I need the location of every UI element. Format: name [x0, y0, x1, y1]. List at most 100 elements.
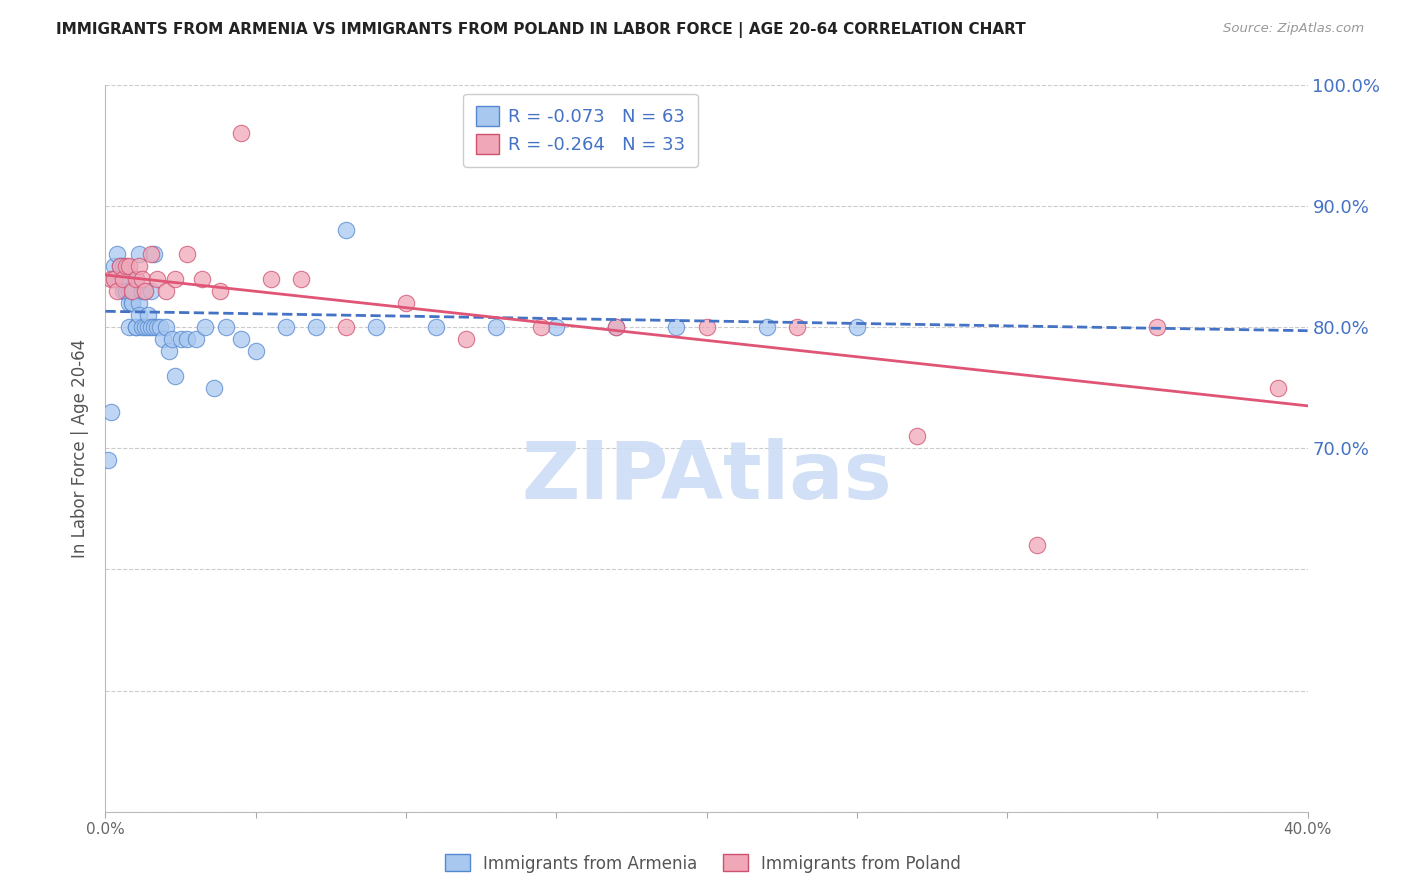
Point — [184, 332, 207, 346]
Point — [454, 332, 477, 346]
Point — [194, 320, 217, 334]
Point — [103, 271, 125, 285]
Point — [107, 247, 129, 261]
Point — [139, 320, 162, 334]
Point — [155, 320, 177, 334]
Point — [1267, 381, 1289, 395]
Point — [202, 381, 225, 395]
Point — [124, 271, 146, 285]
Legend: Immigrants from Armenia, Immigrants from Poland: Immigrants from Armenia, Immigrants from… — [439, 847, 967, 880]
Point — [112, 260, 135, 274]
Point — [124, 320, 146, 334]
Point — [364, 320, 387, 334]
Point — [121, 284, 143, 298]
Point — [157, 344, 180, 359]
Point — [665, 320, 688, 334]
Point — [100, 405, 122, 419]
Point — [605, 320, 627, 334]
Point — [176, 247, 198, 261]
Point — [142, 320, 165, 334]
Point — [148, 320, 170, 334]
Text: Source: ZipAtlas.com: Source: ZipAtlas.com — [1223, 22, 1364, 36]
Point — [1146, 320, 1168, 334]
Point — [335, 320, 357, 334]
Point — [176, 332, 198, 346]
Point — [115, 284, 138, 298]
Point — [118, 284, 141, 298]
Legend: R = -0.073   N = 63, R = -0.264   N = 33: R = -0.073 N = 63, R = -0.264 N = 33 — [463, 94, 697, 167]
Point — [605, 320, 627, 334]
Point — [136, 320, 159, 334]
Point — [115, 284, 138, 298]
Point — [274, 320, 297, 334]
Point — [128, 260, 150, 274]
Point — [163, 368, 186, 383]
Point — [335, 223, 357, 237]
Point — [128, 247, 150, 261]
Point — [786, 320, 808, 334]
Point — [128, 308, 150, 322]
Point — [134, 284, 156, 298]
Point — [110, 271, 132, 285]
Point — [124, 271, 146, 285]
Point — [103, 260, 125, 274]
Point — [169, 332, 191, 346]
Point — [128, 296, 150, 310]
Point — [115, 260, 138, 274]
Point — [107, 271, 129, 285]
Point — [97, 453, 120, 467]
Point — [214, 320, 236, 334]
Y-axis label: In Labor Force | Age 20-64: In Labor Force | Age 20-64 — [72, 339, 90, 558]
Text: IMMIGRANTS FROM ARMENIA VS IMMIGRANTS FROM POLAND IN LABOR FORCE | AGE 20-64 COR: IMMIGRANTS FROM ARMENIA VS IMMIGRANTS FR… — [56, 22, 1026, 38]
Point — [208, 284, 231, 298]
Point — [121, 284, 143, 298]
Point — [546, 320, 568, 334]
Point — [152, 332, 174, 346]
Point — [112, 271, 135, 285]
Point — [103, 271, 125, 285]
Point — [160, 332, 183, 346]
Point — [107, 284, 129, 298]
Point — [290, 271, 312, 285]
Point — [131, 271, 153, 285]
Point — [134, 320, 156, 334]
Point — [395, 296, 418, 310]
Point — [139, 247, 162, 261]
Point — [112, 284, 135, 298]
Point — [142, 247, 165, 261]
Point — [131, 284, 153, 298]
Point — [260, 271, 283, 285]
Point — [110, 271, 132, 285]
Point — [155, 284, 177, 298]
Point — [121, 296, 143, 310]
Point — [136, 308, 159, 322]
Point — [115, 271, 138, 285]
Point — [118, 320, 141, 334]
Point — [118, 296, 141, 310]
Point — [134, 284, 156, 298]
Point — [131, 320, 153, 334]
Point — [755, 320, 778, 334]
Point — [905, 429, 928, 443]
Point — [112, 271, 135, 285]
Point — [229, 126, 252, 140]
Point — [100, 271, 122, 285]
Point — [145, 320, 167, 334]
Point — [530, 320, 553, 334]
Point — [425, 320, 447, 334]
Point — [245, 344, 267, 359]
Point — [485, 320, 508, 334]
Point — [163, 271, 186, 285]
Point — [139, 284, 162, 298]
Point — [305, 320, 328, 334]
Point — [1026, 538, 1049, 552]
Text: ZIPAtlas: ZIPAtlas — [522, 438, 891, 516]
Point — [845, 320, 868, 334]
Point — [110, 260, 132, 274]
Point — [229, 332, 252, 346]
Point — [145, 271, 167, 285]
Point — [110, 260, 132, 274]
Point — [121, 296, 143, 310]
Point — [118, 260, 141, 274]
Point — [696, 320, 718, 334]
